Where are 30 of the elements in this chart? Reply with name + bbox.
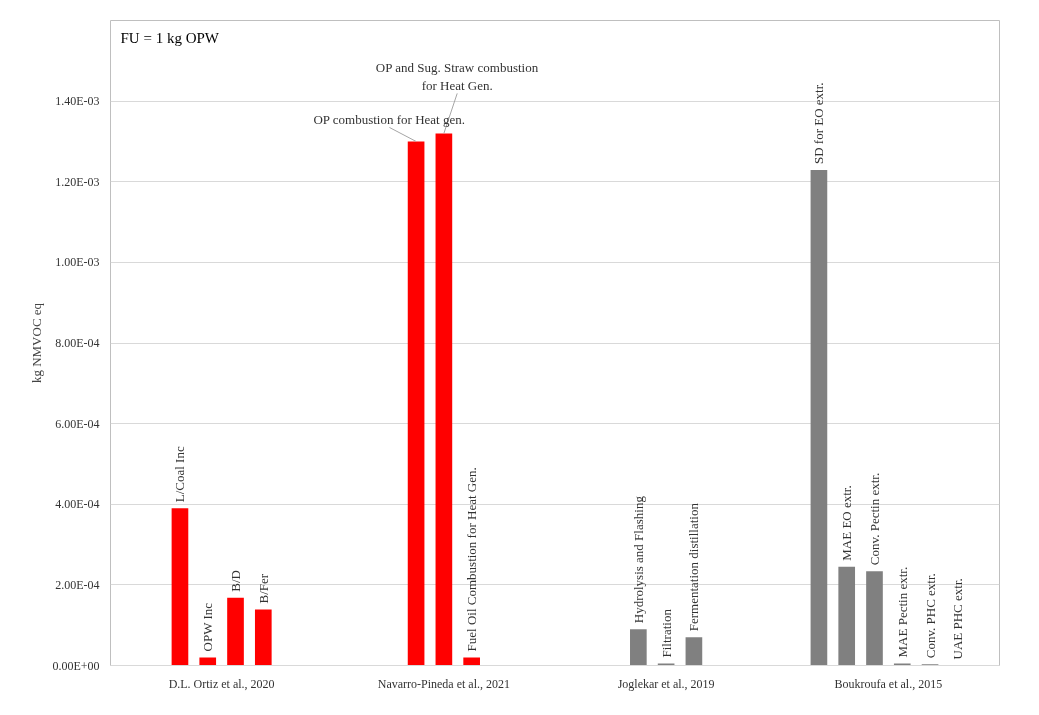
y-tick-label: 1.40E-03 <box>55 94 100 109</box>
text: Fermentation distillation <box>686 502 702 632</box>
y-tick-label: 8.00E-04 <box>55 336 100 350</box>
x-tick-label: Joglekar et al., 2019 <box>617 676 715 691</box>
y-tick-label: 0.00E+00 <box>52 658 100 673</box>
x-tick-label: D.L. Ortiz et al., 2020 <box>168 676 275 691</box>
text: L/Coal Inc <box>172 446 188 503</box>
text: Filtration <box>658 608 674 658</box>
text: OPW Inc <box>200 602 216 652</box>
text: MAE Pectin extr. <box>894 566 910 658</box>
y-tick-label: 1.20E-03 <box>55 174 100 189</box>
text: OP combustion for Heat gen. <box>313 112 465 128</box>
text: SD for EO extr. <box>811 82 827 165</box>
x-tick-label: Boukroufa et al., 2015 <box>834 676 943 691</box>
y-tick-label: 4.00E-04 <box>55 497 100 512</box>
text: OP and Sug. Straw combustion for Heat Gen. <box>375 60 539 94</box>
annotation: FU = 1 kg OPW <box>120 29 220 46</box>
text: B/D <box>228 570 244 592</box>
y-tick-label: 2.00E-04 <box>55 577 100 592</box>
text: Conv. Pectin extr. <box>866 472 882 566</box>
text: Conv. PHC extr. <box>922 573 938 659</box>
text: UAE PHC extr. <box>950 578 966 660</box>
y-tick-label: 1.00E-03 <box>55 255 100 270</box>
text: B/Fer <box>255 573 271 604</box>
y-tick-label: 6.00E-04 <box>55 416 100 431</box>
text: Hydrolysis and Flashing <box>630 495 646 624</box>
y-axis-title: kg NMVOC eq <box>29 302 45 384</box>
text: Fuel Oil Combustion for Heat Gen. <box>464 467 480 652</box>
x-tick-label: Navarro-Pineda et al., 2021 <box>377 676 511 691</box>
text: MAE EO extr. <box>839 485 855 561</box>
